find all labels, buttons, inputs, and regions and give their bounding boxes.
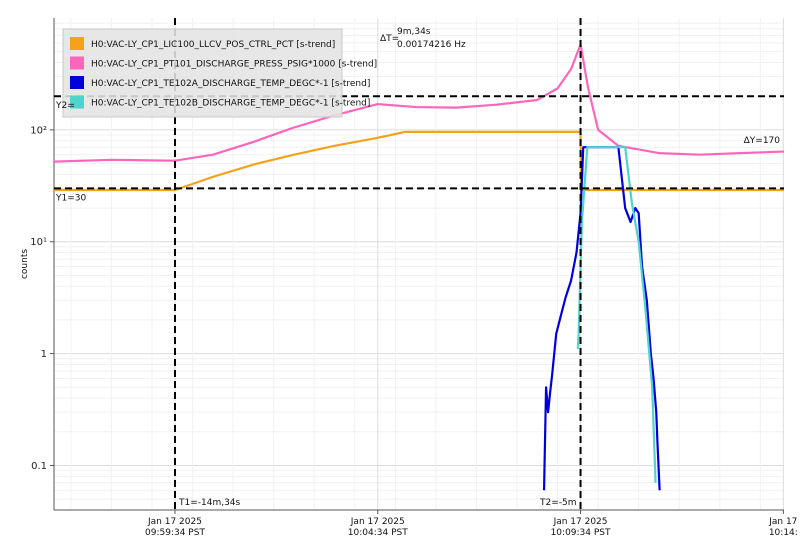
delta-y-label: ΔY=170 (744, 136, 781, 146)
delta-t-symbol: ΔT= (380, 34, 399, 44)
y-axis-label: counts (20, 249, 30, 279)
series-line-2 (53, 43, 785, 163)
legend-swatch (70, 56, 84, 70)
y-tick-label: 10¹ (30, 237, 47, 248)
y-tick-label: 1 (41, 349, 47, 360)
legend-swatch (70, 95, 84, 109)
legend-entry-label: H0:VAC-LY_CP1_LIC100_LLCV_POS_CTRL_PCT [… (91, 40, 335, 50)
legend-swatch (70, 76, 84, 89)
cursor-t2-label: T2=-5m (539, 498, 577, 508)
x-tick-label-time: 10:09:34 PST (551, 528, 611, 538)
x-tick-label-time: 10:04:34 PST (348, 528, 408, 538)
x-tick-label-date: Jan 17 2025 (147, 517, 202, 527)
cursor-t1-label: T1=-14m,34s (178, 498, 241, 508)
delta-t-value: 9m,34s (397, 27, 431, 37)
y-tick-label: 10² (30, 125, 47, 136)
y-tick-label: 0.1 (31, 461, 47, 472)
delta-t-frequency: 0.00174216 Hz (397, 40, 466, 50)
legend-swatch (70, 37, 84, 50)
legend-entry-label: H0:VAC-LY_CP1_PT101_DISCHARGE_PRESS_PSIG… (91, 60, 377, 70)
x-tick-label-time: 09:59:34 PST (145, 528, 205, 538)
legend-box (62, 28, 343, 118)
legend-entry-label: H0:VAC-LY_CP1_TE102B_DISCHARGE_TEMP_DEGC… (91, 99, 370, 109)
series-line-3 (542, 146, 661, 491)
cursor-y2-label: Y2= (55, 101, 75, 111)
labels: Y2= Y1=30 T1=-14m,34s T2=-5m ΔT=9m,34s 0.0017… (55, 27, 780, 508)
x-tick-label-date: Jan 17 2025 (553, 517, 608, 527)
legend: H0:VAC-LY_CP1_LIC100_LLCV_POS_CTRL_PCT [… (62, 28, 377, 118)
x-tick-label-date: Jan 17 2025 (350, 517, 405, 527)
x-tick-label-time: 10:14: (769, 528, 798, 538)
series-line-4 (576, 146, 657, 483)
x-tick-label-date: Jan 17 (768, 517, 797, 527)
cursor-y1-label: Y1=30 (55, 193, 86, 203)
legend-entry-label: H0:VAC-LY_CP1_TE102A_DISCHARGE_TEMP_DEGC… (91, 79, 370, 89)
